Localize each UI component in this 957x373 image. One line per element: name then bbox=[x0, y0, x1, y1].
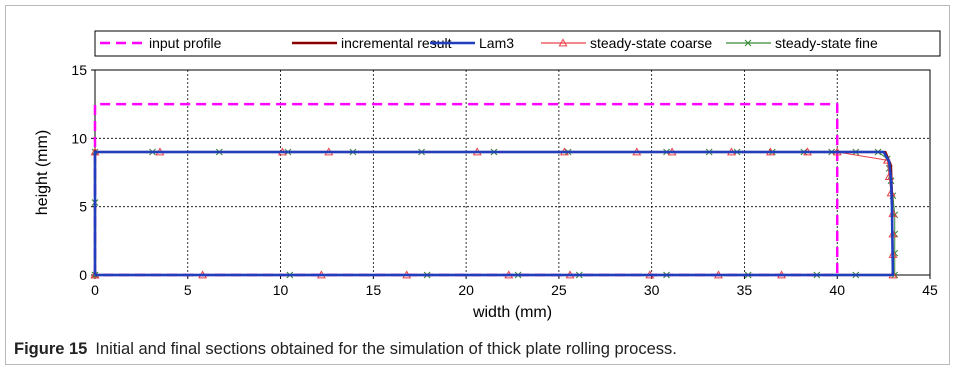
y-tick-label: 15 bbox=[71, 62, 87, 78]
figure-caption: Figure 15 Initial and final sections obta… bbox=[14, 340, 677, 359]
x-tick-label: 40 bbox=[829, 282, 845, 298]
x-tick-label: 20 bbox=[458, 282, 474, 298]
legend-label-steady-state-coarse: steady-state coarse bbox=[590, 35, 712, 51]
y-tick-label: 0 bbox=[79, 267, 87, 283]
caption-label: Figure 15 bbox=[14, 340, 88, 358]
legend-label-input-profile: input profile bbox=[149, 35, 222, 51]
x-tick-label: 25 bbox=[551, 282, 567, 298]
legend-label-incremental-result: incremental result bbox=[341, 35, 452, 51]
y-tick-label: 5 bbox=[79, 199, 87, 215]
x-tick-label: 10 bbox=[273, 282, 289, 298]
y-tick-label: 10 bbox=[71, 130, 87, 146]
legend-marker-steady-state-fine bbox=[744, 39, 752, 47]
x-tick-label: 35 bbox=[737, 282, 753, 298]
plot-area bbox=[94, 69, 931, 276]
legend-label-Lam3: Lam3 bbox=[479, 35, 514, 51]
y-axis-title: height (mm) bbox=[34, 130, 51, 215]
series-line-steady-state-fine bbox=[94, 151, 896, 276]
x-axis-title: width (mm) bbox=[472, 304, 552, 321]
x-tick-label: 45 bbox=[922, 282, 938, 298]
x-tick-label: 0 bbox=[91, 282, 99, 298]
x-tick-label: 15 bbox=[366, 282, 382, 298]
series-line-input-profile bbox=[93, 102, 839, 277]
legend-marker-steady-state-coarse bbox=[558, 38, 568, 47]
x-tick-label: 30 bbox=[644, 282, 660, 298]
series-line-steady-state-coarse bbox=[94, 151, 894, 276]
legend-label-steady-state-fine: steady-state fine bbox=[775, 35, 878, 51]
legend-box bbox=[94, 30, 941, 57]
x-tick-label: 5 bbox=[184, 282, 192, 298]
caption-text: Initial and final sections obtained for … bbox=[95, 340, 677, 358]
series-line-Lam3 bbox=[93, 150, 895, 277]
series-line-incremental-result bbox=[93, 150, 894, 277]
figure-frame bbox=[5, 5, 950, 365]
